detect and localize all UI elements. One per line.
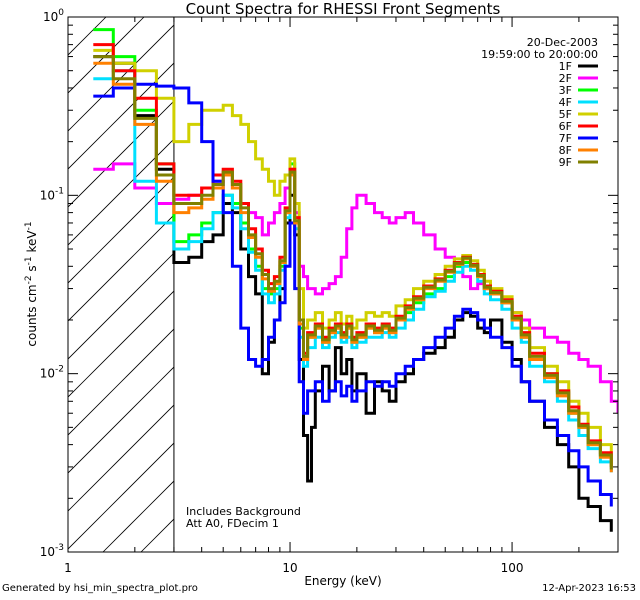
time-range-label: 19:59:00 to 20:00:00 [481,48,598,61]
y-axis-label-mid2: keV [25,230,39,257]
hatch-line [68,17,145,94]
y-axis-label: counts cm-2 s-1 keV-1 [24,221,39,346]
hatched-region [68,17,174,552]
legend-label-3F: 3F [559,84,572,97]
hatch-line [68,17,107,56]
x-tick-label: 10 [282,561,297,575]
legend-label-1F: 1F [559,60,572,73]
hatch-line [68,24,174,132]
x-tick-label: 1 [64,561,72,575]
y-tick-label: 10-2 [40,365,64,381]
y-tick-label: 10-1 [40,186,64,202]
hatch-line [68,404,174,512]
hatch-line [68,328,174,436]
y-axis-label-exp1: -2 [24,275,34,284]
legend-label-5F: 5F [559,108,572,121]
y-axis-label-mid1: s [25,265,39,275]
series-line-9F [93,55,613,470]
hatch-line [68,62,174,170]
legend-label-2F: 2F [559,72,572,85]
hatch-line [68,442,174,550]
axis-ticks: 1 10 100 100 10-1 10-2 10-3 [40,8,619,575]
series-line-7F [93,82,613,507]
series-line-8F [93,61,613,473]
plot-frame [67,16,619,553]
series-line-4F [93,69,613,473]
hatch-line [68,366,174,474]
series-group [93,28,618,532]
legend-label-4F: 4F [559,96,572,109]
annotation-background: Includes Background [186,505,301,518]
legend-label-6F: 6F [559,120,572,133]
y-tick-label: 100 [43,8,64,24]
x-axis-label: Energy (keV) [304,574,381,588]
hatch-line [68,214,174,322]
hatch-line [68,100,174,208]
footer-generated-by: Generated by hsi_min_spectra_plot.pro [2,583,198,594]
legend-label-9F: 9F [559,156,572,169]
hatch-line [68,290,174,398]
annotation-attenuator: Att A0, FDecim 1 [186,517,279,530]
legend-label-7F: 7F [559,132,572,145]
y-tick-label: 10-3 [40,543,64,559]
y-axis-label-exp3: -1 [24,221,34,230]
hatch-line [68,252,174,360]
x-tick-label: 100 [501,561,524,575]
footer-timestamp: 12-Apr-2023 16:53 [542,583,636,594]
y-axis-label-base: counts cm [25,284,39,346]
y-axis-label-exp2: -1 [24,256,34,265]
chart-title: Count Spectra for RHESSI Front Segments [186,0,501,18]
date-label: 20-Dec-2003 [527,36,598,49]
legend-label-8F: 8F [559,144,572,157]
